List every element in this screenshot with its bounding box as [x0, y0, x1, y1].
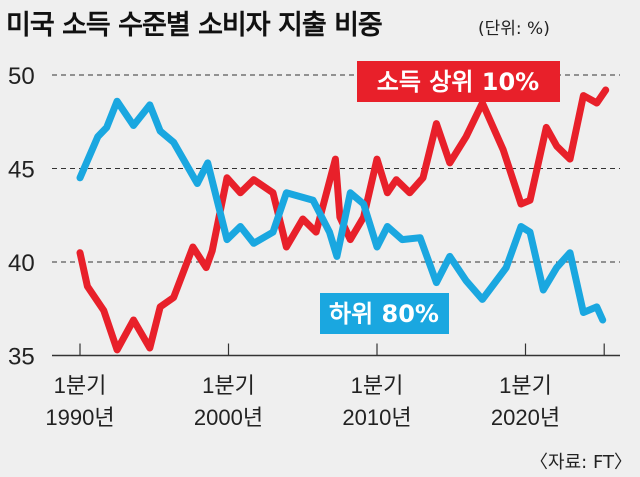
x-tick-label-year: 2010년 — [342, 405, 411, 430]
x-tick-label-year: 1990년 — [45, 405, 114, 430]
legend-top10: 소득 상위 10% — [357, 61, 560, 102]
source-label: 〈자료: FT〉 — [530, 452, 632, 473]
chart-title: 미국 소득 수준별 소비자 지출 비중 — [6, 10, 382, 41]
legend-label-top10: 소득 상위 10% — [377, 68, 539, 96]
legend-swatch-top10 — [357, 61, 560, 102]
x-tick-label-year: 2020년 — [491, 405, 560, 430]
y-tick-label: 35 — [8, 344, 35, 371]
y-tick-label: 45 — [8, 157, 35, 184]
x-tick-label-quarter: 1분기 — [499, 373, 552, 398]
x-tick-label-quarter: 1분기 — [54, 373, 107, 398]
y-tick-label: 50 — [8, 63, 35, 90]
legend-swatch-bottom80 — [320, 293, 449, 334]
legend-label-bottom80: 하위 80% — [329, 300, 439, 328]
y-tick-label: 40 — [8, 250, 35, 277]
x-tick-label-quarter: 1분기 — [202, 373, 255, 398]
x-tick-label-quarter: 1분기 — [351, 373, 404, 398]
legend-bottom80: 하위 80% — [320, 293, 449, 334]
series-line-bottom80 — [76, 97, 607, 324]
unit-label: (단위: %) — [478, 19, 550, 39]
x-tick-label-year: 2000년 — [194, 405, 263, 430]
